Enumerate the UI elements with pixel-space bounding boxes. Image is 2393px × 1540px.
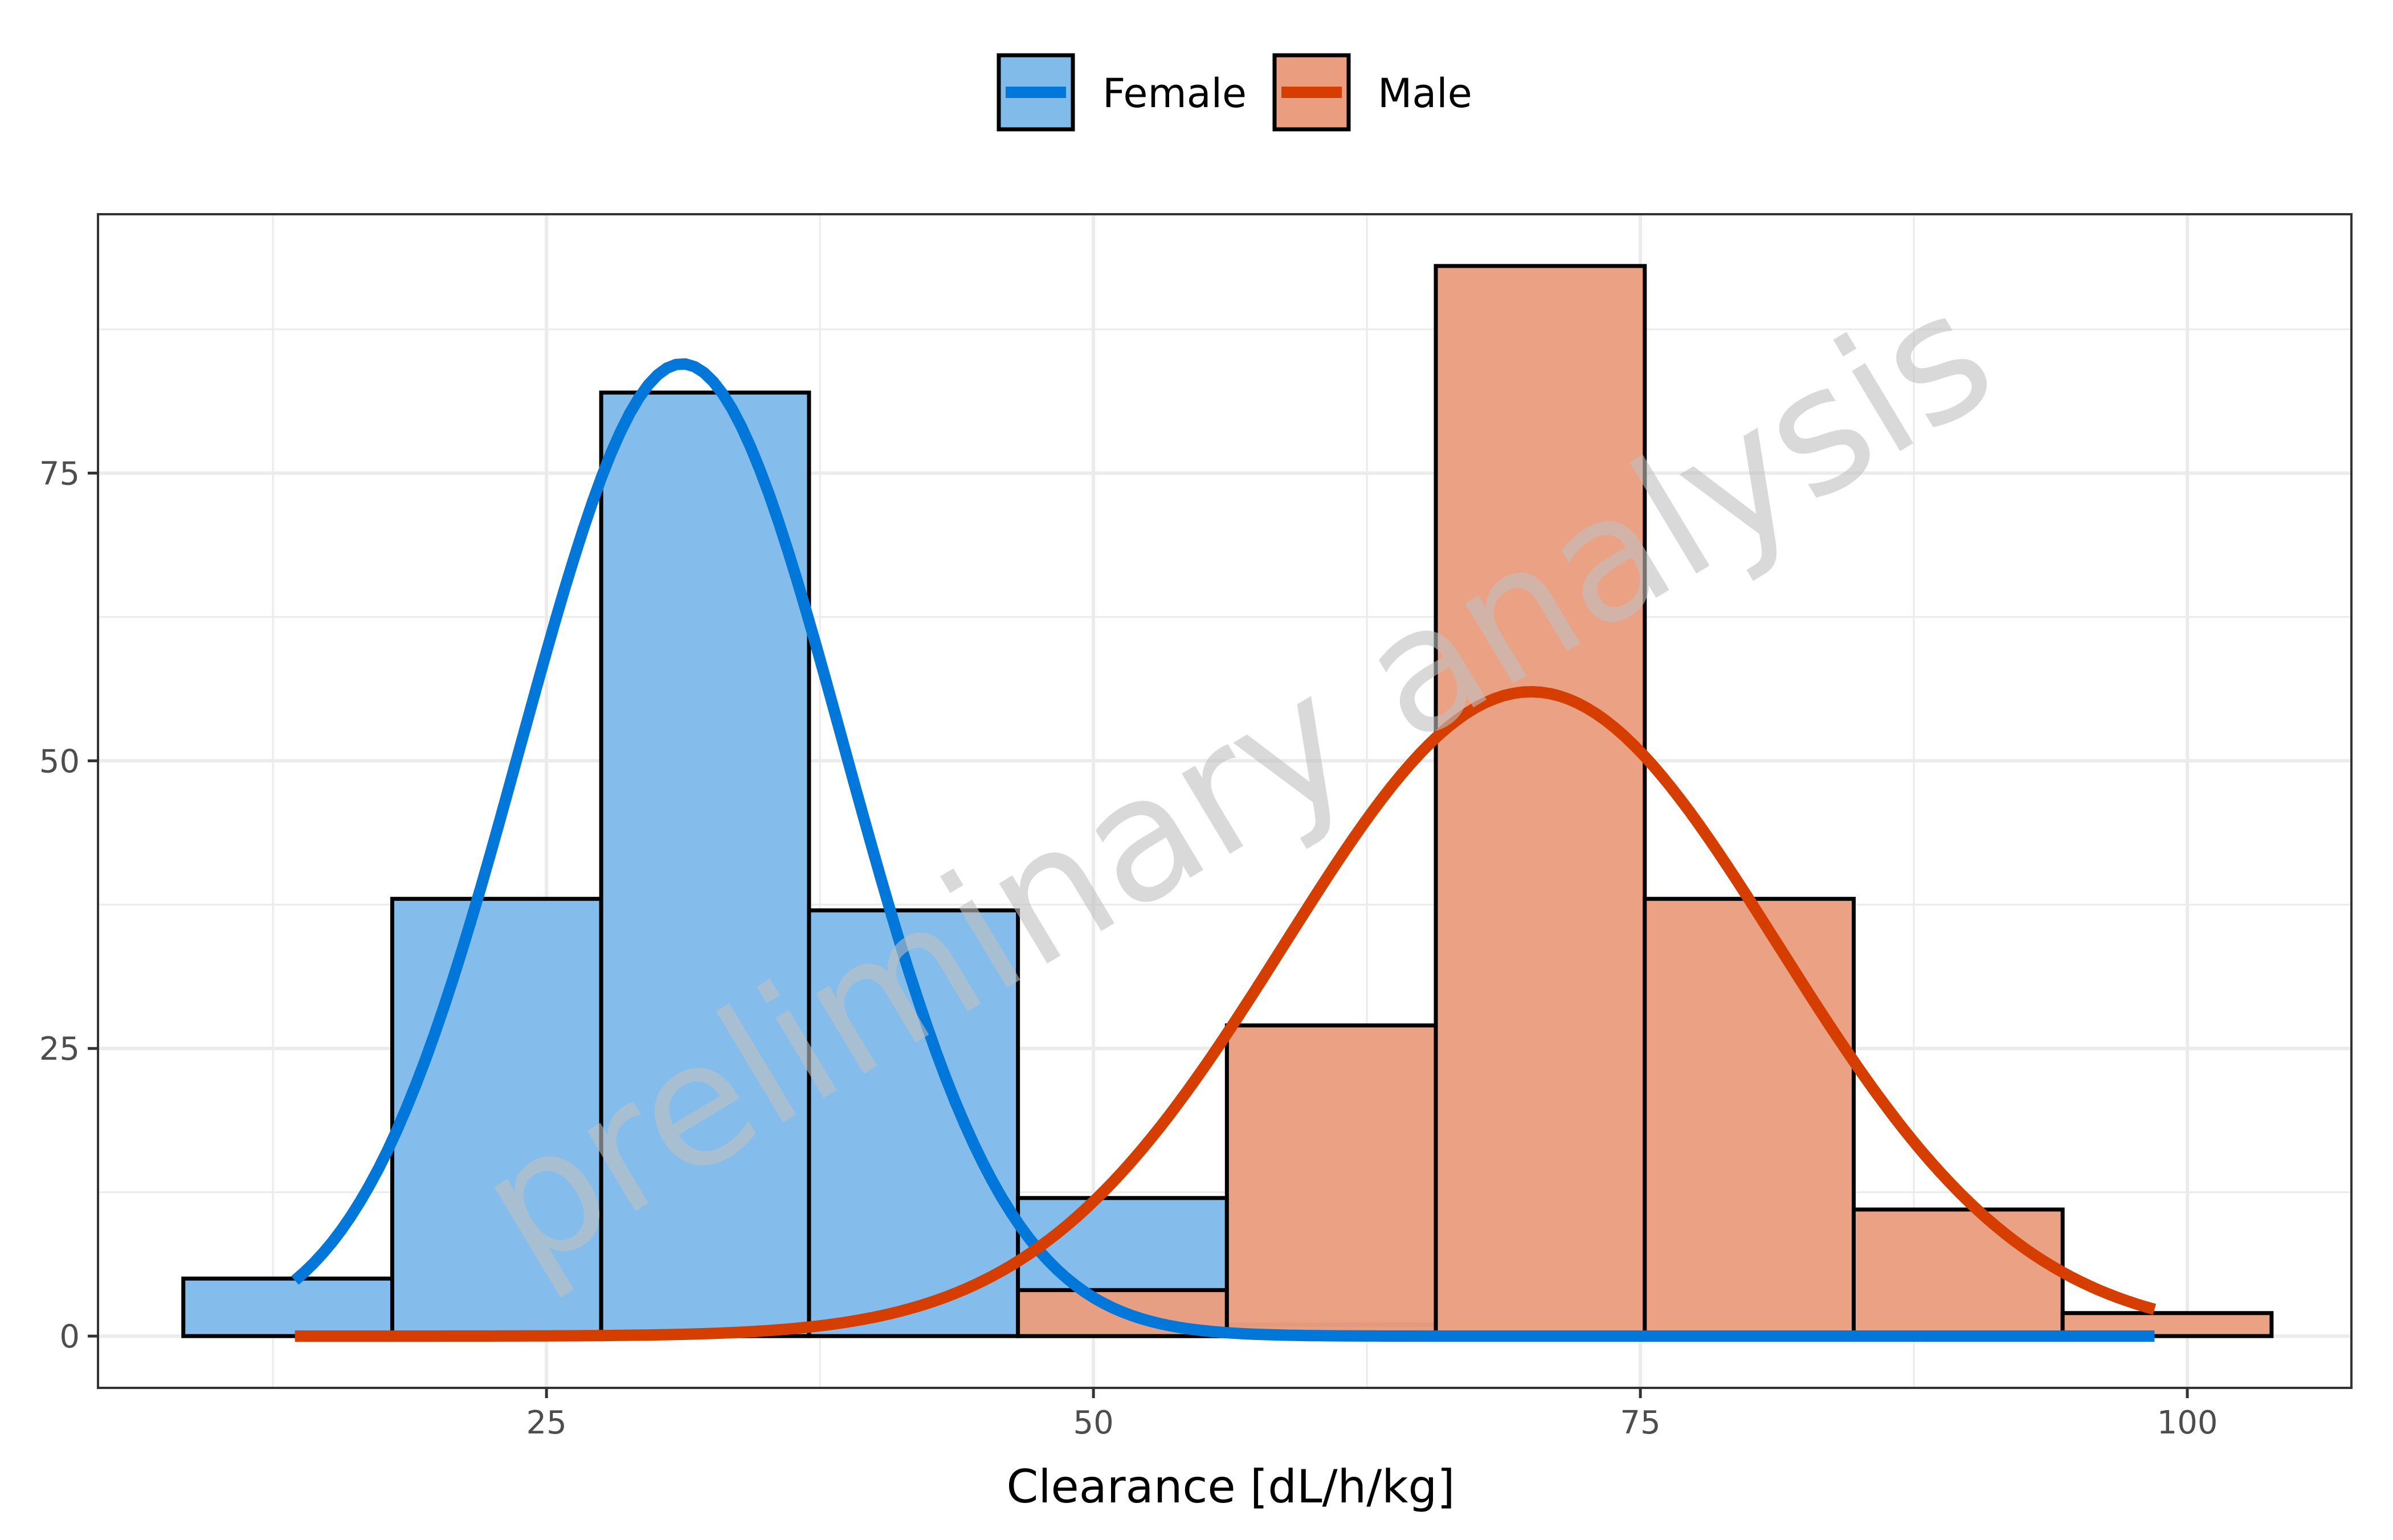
x-tick-label: 75 (1620, 1404, 1660, 1441)
y-tick-label: 50 (39, 743, 80, 780)
histogram-bar-male (1643, 897, 1856, 1338)
legend: Female Male (997, 53, 1472, 132)
legend-label-male: Male (1378, 70, 1472, 117)
y-tick-label: 0 (59, 1318, 80, 1355)
x-tick-label: 100 (2157, 1404, 2218, 1441)
legend-item-female: Female (997, 53, 1247, 132)
x-axis-title: Clearance [dL/h/kg] (1006, 1460, 1455, 1513)
histogram-bar-male (1851, 1207, 2065, 1338)
histogram-bar-female (599, 390, 811, 1338)
male-bars (1016, 264, 2274, 1338)
plot-panel-border (97, 213, 2353, 1389)
histogram-bar-female (390, 897, 603, 1338)
histogram-bar-male (1224, 1023, 1438, 1338)
legend-item-male: Male (1272, 53, 1472, 132)
female-bars (181, 390, 1438, 1338)
histogram-bar-male (1434, 264, 1647, 1338)
legend-label-female: Female (1102, 70, 1247, 117)
histogram-bar-female (181, 1276, 394, 1338)
x-axis: 25 50 75 100 (526, 1388, 2218, 1441)
y-tick-label: 25 (39, 1031, 80, 1068)
y-axis: 0 25 50 75 (39, 455, 98, 1355)
density-curve-male (295, 686, 2157, 1342)
density-curves (291, 358, 2157, 1342)
x-tick-label: 25 (526, 1404, 567, 1441)
density-curve-female (291, 358, 2155, 1342)
x-tick-label: 50 (1073, 1404, 1113, 1441)
y-tick-label: 75 (39, 455, 80, 492)
